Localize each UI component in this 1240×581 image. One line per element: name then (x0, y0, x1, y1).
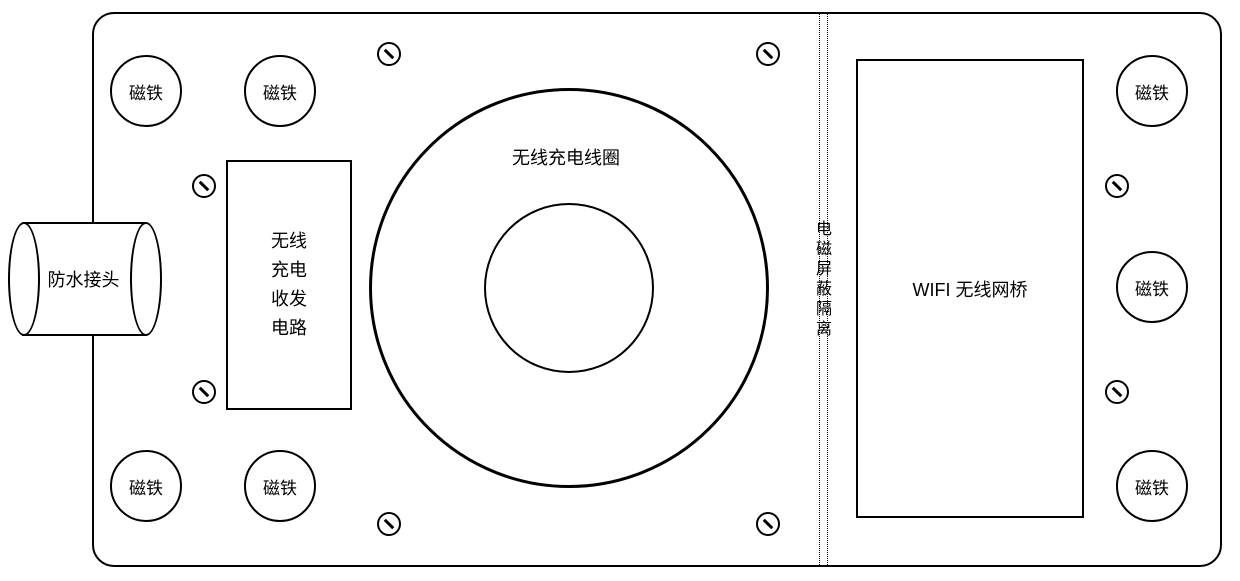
screw-icon (377, 42, 401, 66)
magnet: 磁铁 (244, 55, 316, 127)
magnet: 磁铁 (244, 450, 316, 522)
screw-icon (192, 174, 216, 198)
screw-icon (377, 512, 401, 536)
magnet: 磁铁 (1116, 55, 1188, 127)
magnet: 磁铁 (110, 450, 182, 522)
waterproof-connector: 防水接头 (22, 222, 145, 336)
connector-left-face (8, 222, 40, 336)
diagram-canvas: 防水接头 无线 充电 收发 电路 无线充电线圈 电磁屏蔽隔离 WIFI 无线网桥… (0, 0, 1240, 581)
screw-icon (1105, 380, 1129, 404)
screw-icon (756, 512, 780, 536)
charging-coil-label: 无线充电线圈 (512, 144, 620, 170)
circuit-box-label: 无线 充电 收发 电路 (271, 227, 307, 342)
magnet: 磁铁 (1116, 251, 1188, 323)
connector-label: 防水接头 (48, 266, 120, 292)
screw-icon (192, 380, 216, 404)
connector-right-face (130, 222, 162, 336)
screw-icon (756, 42, 780, 66)
magnet: 磁铁 (110, 55, 182, 127)
circuit-box: 无线 充电 收发 电路 (226, 160, 352, 410)
screw-icon (1105, 174, 1129, 198)
wifi-bridge-label: WIFI 无线网桥 (913, 276, 1028, 302)
em-shield-label: 电磁屏蔽隔离 (809, 220, 833, 340)
wifi-bridge-box: WIFI 无线网桥 (856, 59, 1084, 518)
magnet: 磁铁 (1116, 450, 1188, 522)
charging-coil-inner (484, 203, 654, 373)
